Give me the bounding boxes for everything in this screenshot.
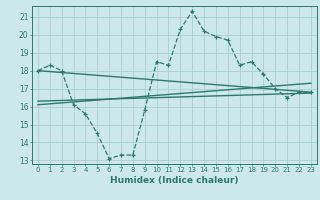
X-axis label: Humidex (Indice chaleur): Humidex (Indice chaleur)	[110, 176, 239, 185]
